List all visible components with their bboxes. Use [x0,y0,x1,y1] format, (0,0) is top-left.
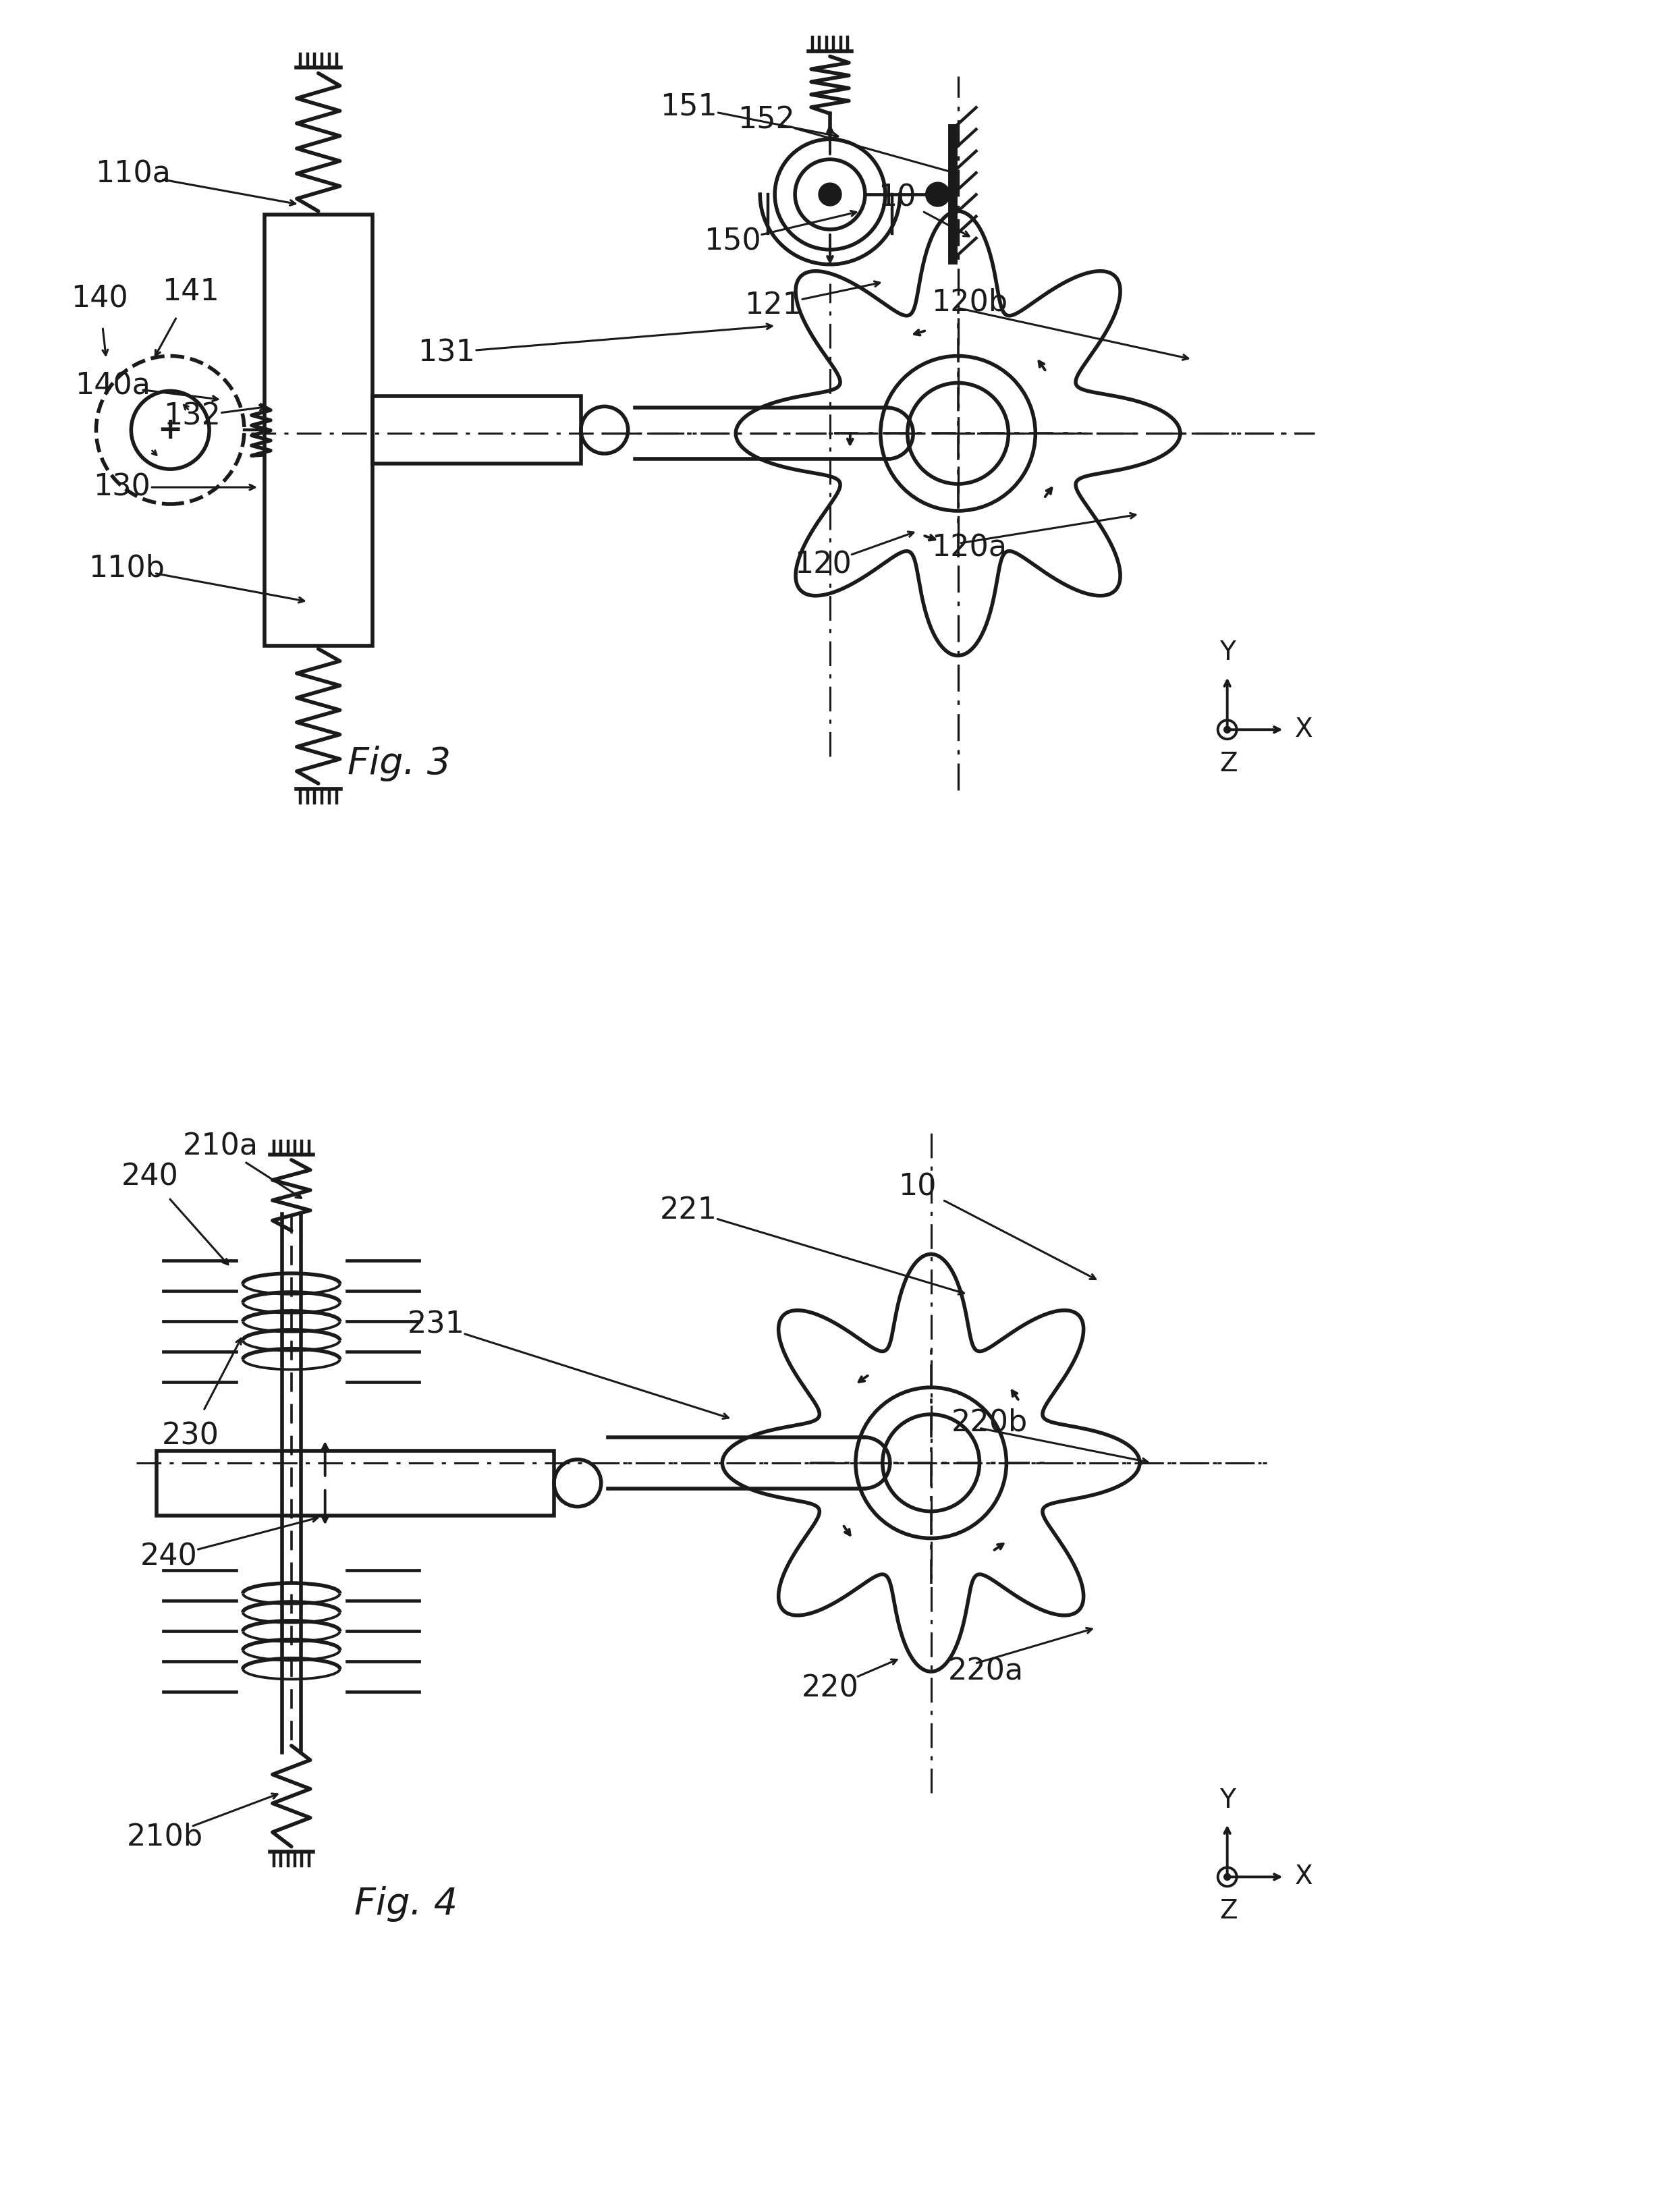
Text: 141: 141 [162,276,219,307]
Text: 140: 140 [71,283,128,314]
Text: 110b: 110b [88,553,164,582]
Text: Z: Z [1219,1898,1237,1924]
Text: 240: 240 [121,1161,179,1192]
Text: 240: 240 [141,1542,197,1571]
Text: 120: 120 [795,551,851,580]
Text: 130: 130 [93,473,151,502]
Text: Fig. 4: Fig. 4 [354,1887,457,1922]
Text: 231: 231 [407,1310,465,1338]
Text: 220b: 220b [951,1407,1028,1438]
Text: X: X [1295,717,1313,743]
Text: 152: 152 [737,106,795,135]
Text: 210b: 210b [126,1823,204,1851]
Text: Y: Y [1219,1787,1235,1814]
Text: 140a: 140a [75,372,151,400]
Text: Z: Z [1219,752,1237,776]
Text: Y: Y [1219,639,1235,666]
Text: 151: 151 [661,93,717,122]
Text: 10: 10 [878,184,916,212]
Text: +: + [157,416,182,445]
Text: 221: 221 [661,1197,717,1225]
Text: X: X [1295,1865,1313,1889]
Circle shape [926,181,951,206]
Circle shape [1224,1874,1230,1880]
Circle shape [1224,726,1230,732]
Text: 220: 220 [802,1674,859,1703]
Circle shape [818,184,841,206]
Text: 220a: 220a [947,1657,1023,1686]
Text: Fig. 3: Fig. 3 [348,745,450,781]
Text: 121: 121 [744,292,802,321]
Text: 131: 131 [417,338,475,367]
Text: 150: 150 [704,228,762,257]
Text: 120b: 120b [931,288,1007,316]
Text: 110a: 110a [96,159,171,188]
Text: 210a: 210a [182,1133,258,1161]
Text: 10: 10 [899,1172,937,1201]
Text: 132: 132 [162,403,220,431]
Text: 120a: 120a [931,533,1007,562]
Text: 230: 230 [162,1422,219,1451]
